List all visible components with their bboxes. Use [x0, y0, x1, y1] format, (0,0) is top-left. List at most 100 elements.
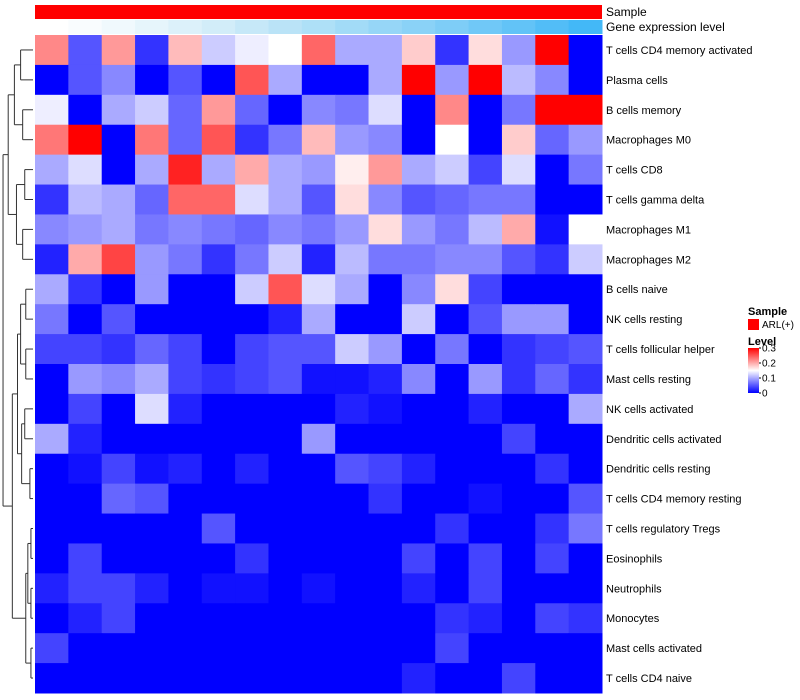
heatmap-cell	[235, 633, 269, 664]
heatmap-cell	[368, 214, 403, 245]
heatmap-cell	[368, 423, 403, 455]
heatmap-cell	[35, 94, 69, 126]
row-label: T cells gamma delta	[606, 195, 705, 207]
heatmap-cell	[435, 274, 470, 305]
heatmap-cell	[268, 154, 303, 186]
heatmap-cell	[568, 274, 603, 305]
heatmap-cell	[35, 364, 69, 395]
heatmap-cell	[168, 364, 203, 395]
heatmap-cell	[68, 483, 103, 515]
heatmap-cell	[35, 184, 69, 215]
heatmap-cell	[368, 543, 403, 574]
heatmap-cell	[135, 423, 169, 455]
heatmap-cell	[68, 184, 103, 215]
heatmap-cell	[301, 364, 336, 395]
heatmap-cell	[501, 483, 536, 515]
heatmap-cell	[68, 364, 103, 395]
heatmap-cell	[568, 334, 603, 365]
heatmap-cell	[335, 393, 370, 425]
heatmap-cell	[401, 603, 436, 634]
row-label: Mast cells resting	[606, 374, 691, 386]
heatmap-cell	[101, 64, 136, 96]
legend-tick-label: 0.2	[762, 359, 776, 370]
heatmap-cell	[135, 633, 169, 664]
heatmap-cell	[401, 274, 436, 305]
heatmap-cell	[268, 423, 303, 455]
heatmap-cell	[535, 154, 570, 186]
heatmap-cell	[268, 543, 303, 574]
heatmap-cell	[201, 573, 236, 604]
heatmap-cell	[268, 214, 303, 245]
row-label: Macrophages M2	[606, 254, 691, 266]
heatmap-cell	[168, 543, 203, 574]
heatmap-cell	[535, 543, 570, 574]
heatmap-cell	[368, 304, 403, 335]
heatmap-cell	[35, 274, 69, 305]
heatmap-cell	[35, 304, 69, 335]
annotation-cell-gene-expression	[335, 20, 370, 34]
heatmap-cell	[201, 633, 236, 664]
heatmap-cell	[401, 184, 436, 215]
heatmap-cell	[201, 453, 236, 485]
heatmap-cell	[168, 35, 203, 66]
heatmap-cell	[568, 214, 603, 245]
heatmap-cell	[335, 184, 370, 215]
legend-sample-swatch	[748, 319, 759, 330]
heatmap-cell	[568, 483, 603, 515]
heatmap-cell	[401, 214, 436, 245]
heatmap-cell	[201, 603, 236, 634]
annotation-label-sample: Sample	[606, 5, 647, 19]
heatmap-cell	[368, 154, 403, 186]
heatmap-cell	[235, 543, 269, 574]
heatmap-cell	[568, 154, 603, 186]
heatmap-cell	[35, 393, 69, 425]
heatmap-cell	[368, 274, 403, 305]
heatmap-cell	[201, 274, 236, 305]
heatmap-cell	[535, 603, 570, 634]
heatmap-cell	[101, 633, 136, 664]
heatmap-cell	[268, 304, 303, 335]
heatmap-cell	[335, 35, 370, 66]
annotation-cell-gene-expression	[468, 20, 503, 34]
heatmap-cell	[568, 244, 603, 275]
heatmap-cell	[35, 603, 69, 634]
heatmap-cell	[435, 304, 470, 335]
heatmap-cell	[335, 603, 370, 634]
heatmap-cell	[235, 603, 269, 634]
heatmap-cell	[501, 214, 536, 245]
heatmap-cell	[535, 35, 570, 66]
heatmap-cell	[368, 393, 403, 425]
heatmap-cell	[568, 124, 603, 156]
heatmap-cell	[101, 94, 136, 126]
heatmap-cell	[68, 543, 103, 574]
heatmap-cell	[235, 184, 269, 215]
annotation-cell-gene-expression	[301, 20, 336, 34]
heatmap-cell	[435, 453, 470, 485]
heatmap-cell	[68, 423, 103, 455]
row-label: Eosinophils	[606, 553, 663, 565]
heatmap-cell	[168, 483, 203, 515]
heatmap-cell	[335, 573, 370, 604]
heatmap-cell	[235, 453, 269, 485]
heatmap-cell	[468, 633, 503, 664]
heatmap-cell	[268, 573, 303, 604]
heatmap-cell	[301, 35, 336, 66]
heatmap-cell	[101, 573, 136, 604]
heatmap-cell	[235, 244, 269, 275]
heatmap-cell	[301, 94, 336, 126]
heatmap-cell	[101, 603, 136, 634]
heatmap-cell	[401, 573, 436, 604]
row-label: Macrophages M1	[606, 224, 691, 236]
heatmap-cell	[568, 423, 603, 455]
heatmap-cell	[468, 483, 503, 515]
heatmap-cell	[468, 244, 503, 275]
heatmap-cell	[401, 94, 436, 126]
heatmap-cell	[401, 663, 436, 694]
heatmap-cell	[368, 453, 403, 485]
heatmap-cell	[135, 364, 169, 395]
heatmap-cell	[401, 244, 436, 275]
heatmap-cell	[101, 423, 136, 455]
heatmap-cell	[435, 64, 470, 96]
heatmap-cell	[468, 513, 503, 544]
heatmap-cell	[35, 124, 69, 156]
